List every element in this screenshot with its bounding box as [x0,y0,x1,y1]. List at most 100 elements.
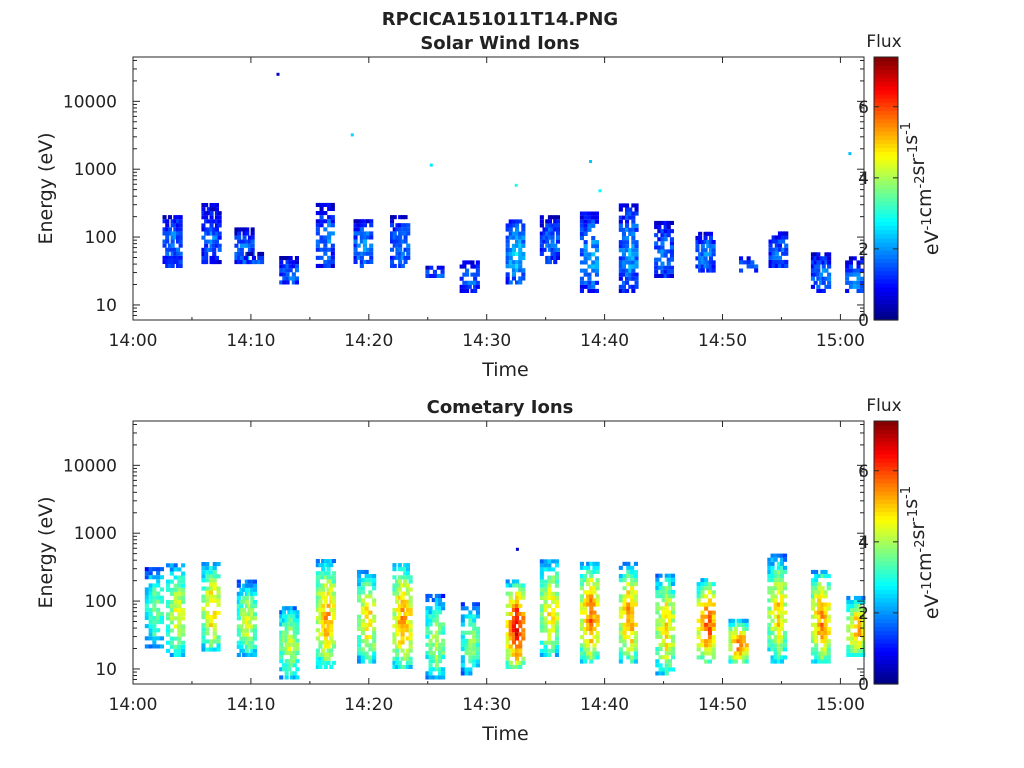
flux-cell [400,656,405,661]
flux-cell [622,586,627,591]
flux-cell [731,659,736,664]
flux-cell [318,607,323,612]
flux-cell [630,586,635,591]
flux-cell [331,571,336,576]
flux-cell [294,268,299,273]
flux-cell [846,636,851,641]
flux-cell [169,644,174,649]
flux-cell [405,607,410,612]
flux-cell [326,575,331,580]
flux-cell [327,219,332,224]
colorbar-step [874,581,898,586]
flux-cell [321,640,326,645]
flux-cell [591,252,596,257]
flux-cell [201,574,206,579]
flux-cell [771,247,776,252]
flux-cell [318,620,323,625]
flux-cell [459,264,464,269]
flux-cell [586,561,591,566]
flux-cell [321,628,326,633]
flux-cell [425,651,430,656]
flux-cell [515,219,520,224]
flux-cell [589,574,594,579]
flux-cell [505,235,510,240]
flux-cell [247,587,252,592]
flux-cell [395,239,400,244]
flux-cell [475,647,480,652]
flux-cell [208,619,213,624]
flux-cell [400,607,405,612]
flux-cell [468,614,473,619]
flux-cell [392,231,397,236]
flux-cell [234,260,239,265]
flux-cell [819,272,824,277]
flux-cell [539,231,544,236]
flux-cell [827,284,832,289]
flux-cell [625,227,630,232]
flux-cell [165,247,170,252]
flux-cell [281,622,286,627]
flux-cell [148,571,153,576]
flux-cell [731,622,736,627]
flux-cell [696,655,701,660]
flux-cell [208,639,213,644]
flux-cell [214,255,219,260]
flux-cell [671,655,676,660]
flux-cell [159,611,164,616]
flux-cell [364,582,369,587]
flux-cell [634,223,639,228]
flux-cell [700,590,705,595]
flux-cell [671,577,676,582]
flux-cell [201,247,206,252]
flux-cell [631,244,636,249]
flux-cell [711,614,716,619]
flux-cell [820,651,825,656]
flux-cell [204,251,209,256]
flux-cell [779,561,784,566]
flux-cell [579,578,584,583]
flux-cell [318,595,323,600]
flux-cell [475,630,480,635]
flux-cell [542,235,547,240]
flux-cell [633,647,638,652]
flux-cell [583,219,588,224]
flux-cell [539,587,544,592]
flux-cell [594,215,599,220]
flux-cell [212,207,217,212]
flux-cell [252,616,257,621]
flux-cell [511,599,516,604]
flux-cell [403,223,408,228]
flux-cell [508,231,513,236]
flux-cell [170,243,175,248]
flux-cell [515,660,520,665]
flux-cell [813,280,818,285]
flux-cell [539,624,544,629]
flux-cell [392,611,397,616]
flux-cell [364,610,369,615]
flux-cell [236,612,241,617]
flux-cell [595,631,600,636]
flux-point [598,189,602,193]
flux-cell [250,628,255,633]
flux-cell [167,227,172,232]
flux-cell [460,622,465,627]
flux-cell [515,264,520,269]
flux-cell [511,636,516,641]
flux-cell [315,255,320,260]
flux-cell [323,211,328,216]
flux-cell [467,260,472,265]
flux-cell [774,247,779,252]
flux-cell [515,583,520,588]
flux-cell [521,587,526,592]
colorbar-units: eV-1cm-2sr-1s-1 [899,486,943,619]
flux-cell [741,631,746,636]
flux-cell [460,618,465,623]
colorbar-tick-label: 0 [858,311,869,331]
flux-cell [284,646,289,651]
flux-cell [511,276,516,281]
flux-cell [441,622,446,627]
flux-cell [397,616,402,621]
flux-cell [618,659,623,664]
flux-cell [281,651,286,656]
flux-cell [216,610,221,615]
